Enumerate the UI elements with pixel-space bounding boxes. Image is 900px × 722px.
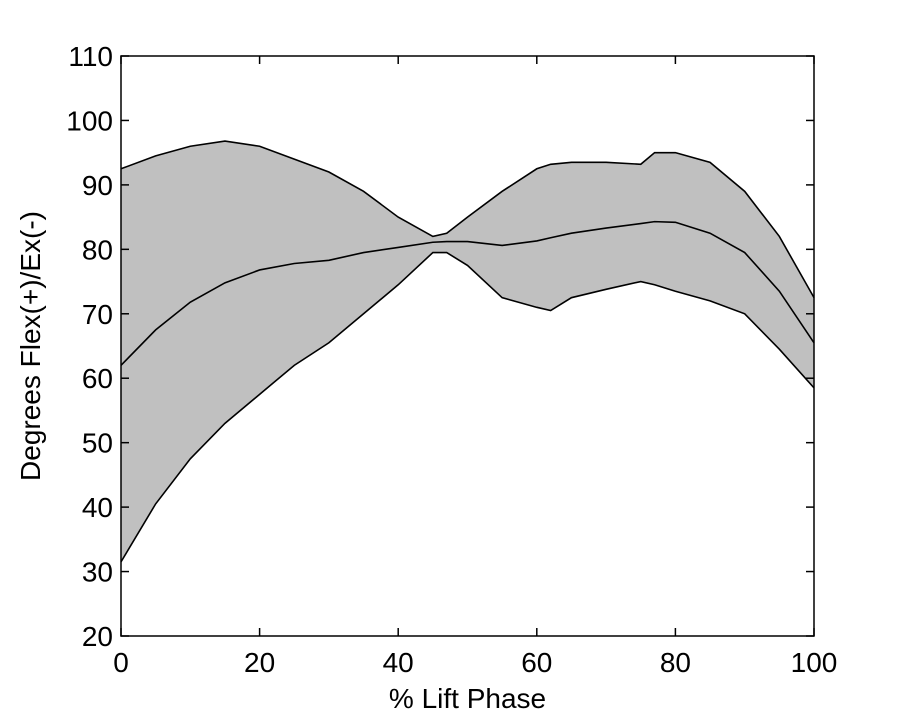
x-tick-label: 60 [521, 647, 552, 678]
y-tick-label: 60 [82, 363, 113, 394]
x-axis-title: % Lift Phase [389, 683, 546, 714]
y-tick-label: 50 [82, 428, 113, 459]
y-tick-label: 40 [82, 492, 113, 523]
x-tick-label: 20 [244, 647, 275, 678]
y-tick-label: 110 [68, 41, 113, 72]
band-area [121, 141, 814, 562]
y-tick-label: 90 [82, 170, 113, 201]
plot-layer [120, 140, 815, 563]
x-tick-label: 40 [383, 647, 414, 678]
y-tick-label: 70 [82, 299, 113, 330]
y-tick-label: 100 [66, 105, 113, 136]
x-tick-label: 100 [791, 647, 838, 678]
plot-frame [120, 55, 815, 637]
x-tick-label: 80 [660, 647, 691, 678]
x-tick-label: 0 [113, 647, 129, 678]
y-tick-label: 20 [82, 621, 113, 652]
mean-line [120, 220, 815, 366]
y-tick-label: 80 [82, 234, 113, 265]
y-axis-title: Degrees Flex(+)/Ex(-) [15, 211, 46, 481]
upper-bound-line [120, 140, 815, 299]
y-tick-label: 30 [82, 557, 113, 588]
lower-bound-line [120, 251, 815, 563]
